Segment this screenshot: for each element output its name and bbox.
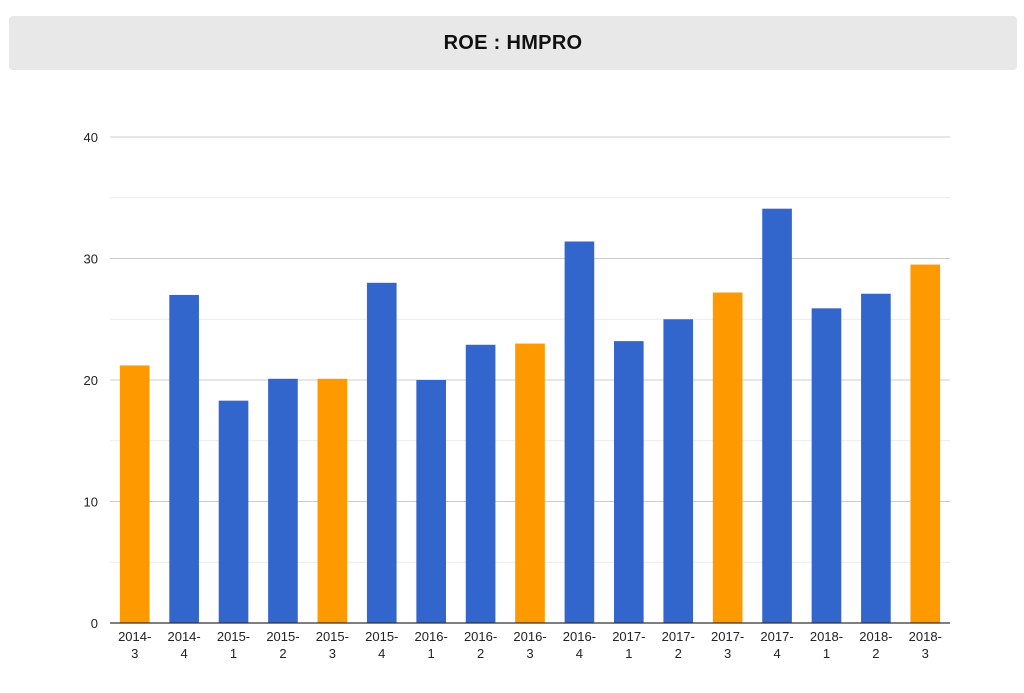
- bar-2017-3[interactable]: [712, 292, 743, 623]
- x-tick-label: 2018-1: [810, 629, 843, 661]
- x-tick-label: 2016-4: [563, 629, 596, 661]
- x-tick-label: 2017-4: [760, 629, 793, 661]
- bar-2014-4[interactable]: [169, 294, 199, 623]
- bar-2018-1[interactable]: [811, 308, 842, 623]
- y-tick-label: 0: [91, 616, 98, 631]
- x-tick-label: 2014-4: [167, 629, 200, 661]
- x-tick-label: 2018-2: [859, 629, 892, 661]
- bar-2017-4[interactable]: [762, 208, 792, 623]
- chart-title-bar: ROE : HMPRO: [9, 16, 1017, 70]
- bars: [119, 208, 941, 624]
- bar-2014-3[interactable]: [119, 365, 150, 623]
- x-tick-label: 2016-3: [513, 629, 546, 661]
- chart-title: ROE : HMPRO: [443, 31, 583, 54]
- y-tick-label: 10: [84, 495, 98, 510]
- bar-2016-2[interactable]: [465, 344, 496, 623]
- y-tick-labels: 0 10 20 30 40: [84, 130, 98, 631]
- bar-2017-1[interactable]: [614, 341, 644, 623]
- x-tick-label: 2018-3: [909, 629, 942, 661]
- bar-2015-4[interactable]: [366, 282, 397, 623]
- x-tick-labels: 2014-3 2014-4 2015-1 2015-2 2015-3 2015-4 2016…: [118, 629, 942, 661]
- y-tick-label: 20: [84, 373, 98, 388]
- bar-2018-2[interactable]: [861, 293, 891, 623]
- x-tick-label: 2017-3: [711, 629, 744, 661]
- x-tick-label: 2015-3: [316, 629, 349, 661]
- y-tick-label: 40: [84, 130, 98, 145]
- x-tick-label: 2017-1: [612, 629, 645, 661]
- bar-2016-4[interactable]: [564, 241, 595, 624]
- x-tick-label: 2016-2: [464, 629, 497, 661]
- bar-2016-3[interactable]: [515, 343, 545, 623]
- bar-2015-2[interactable]: [268, 378, 298, 623]
- bar-2017-2[interactable]: [663, 319, 694, 623]
- x-tick-label: 2015-2: [266, 629, 299, 661]
- x-tick-label: 2015-4: [365, 629, 398, 661]
- bar-2015-1[interactable]: [218, 400, 249, 623]
- bar-2016-1[interactable]: [416, 380, 446, 623]
- bar-2015-3[interactable]: [317, 378, 348, 623]
- x-tick-label: 2016-1: [415, 629, 448, 661]
- x-tick-label: 2014-3: [118, 629, 151, 661]
- x-tick-label: 2017-2: [662, 629, 695, 661]
- bar-2018-3[interactable]: [910, 264, 941, 623]
- y-tick-label: 30: [84, 252, 98, 267]
- x-tick-label: 2015-1: [217, 629, 250, 661]
